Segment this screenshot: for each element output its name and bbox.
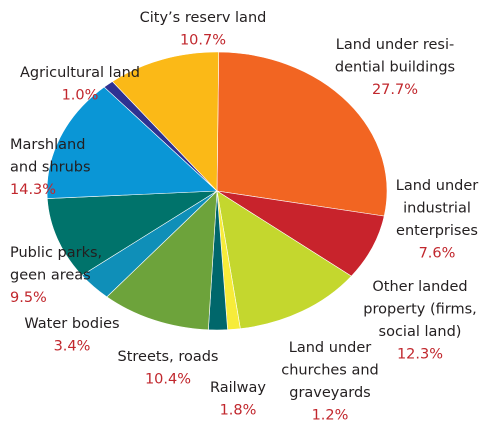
- value-label: 7.6%: [419, 246, 456, 262]
- pie-slice: [216, 51, 388, 217]
- pie-slice: [216, 190, 352, 330]
- slice-label: Railway: [210, 380, 266, 396]
- value-label: 12.3%: [397, 347, 443, 363]
- slice-label: and shrubs: [10, 160, 91, 176]
- slice-label: geen areas: [10, 268, 91, 284]
- pie-slice: [111, 51, 220, 192]
- slice-label: Other landed: [372, 279, 467, 295]
- slice-label: Marshland: [10, 137, 85, 153]
- pie-slice: [46, 190, 219, 276]
- slice-label: graveyards: [289, 385, 371, 401]
- value-label: 1.0%: [62, 88, 99, 104]
- pie-slice: [46, 86, 218, 199]
- slice-label: industrial: [403, 201, 471, 217]
- slice-label: City’s reserv land: [140, 10, 267, 26]
- slice-label: churches and: [281, 363, 379, 379]
- value-label: 27.7%: [372, 82, 418, 98]
- slice-label: dential buildings: [335, 60, 455, 76]
- slice-label: Agricultural land: [20, 65, 140, 81]
- slice-label: Land under: [396, 178, 478, 194]
- value-label: 1.8%: [220, 403, 257, 419]
- pie-slice: [106, 190, 218, 331]
- slice-label: Streets, roads: [118, 349, 219, 365]
- value-label: 10.7%: [180, 33, 226, 49]
- slice-label: property (firms,: [363, 302, 476, 318]
- slice-label: social land): [379, 324, 462, 340]
- value-label: 14.3%: [10, 182, 56, 198]
- value-label: 9.5%: [10, 290, 47, 306]
- slice-label: Land under: [289, 340, 371, 356]
- slice-label: enterprises: [396, 223, 478, 239]
- value-label: 1.2%: [312, 408, 349, 422]
- slice-label: Public parks,: [10, 245, 102, 261]
- slice-label: Land under resi-: [336, 37, 454, 53]
- slice-label: Water bodies: [24, 316, 119, 332]
- value-label: 10.4%: [145, 372, 191, 388]
- value-label: 3.4%: [54, 339, 91, 355]
